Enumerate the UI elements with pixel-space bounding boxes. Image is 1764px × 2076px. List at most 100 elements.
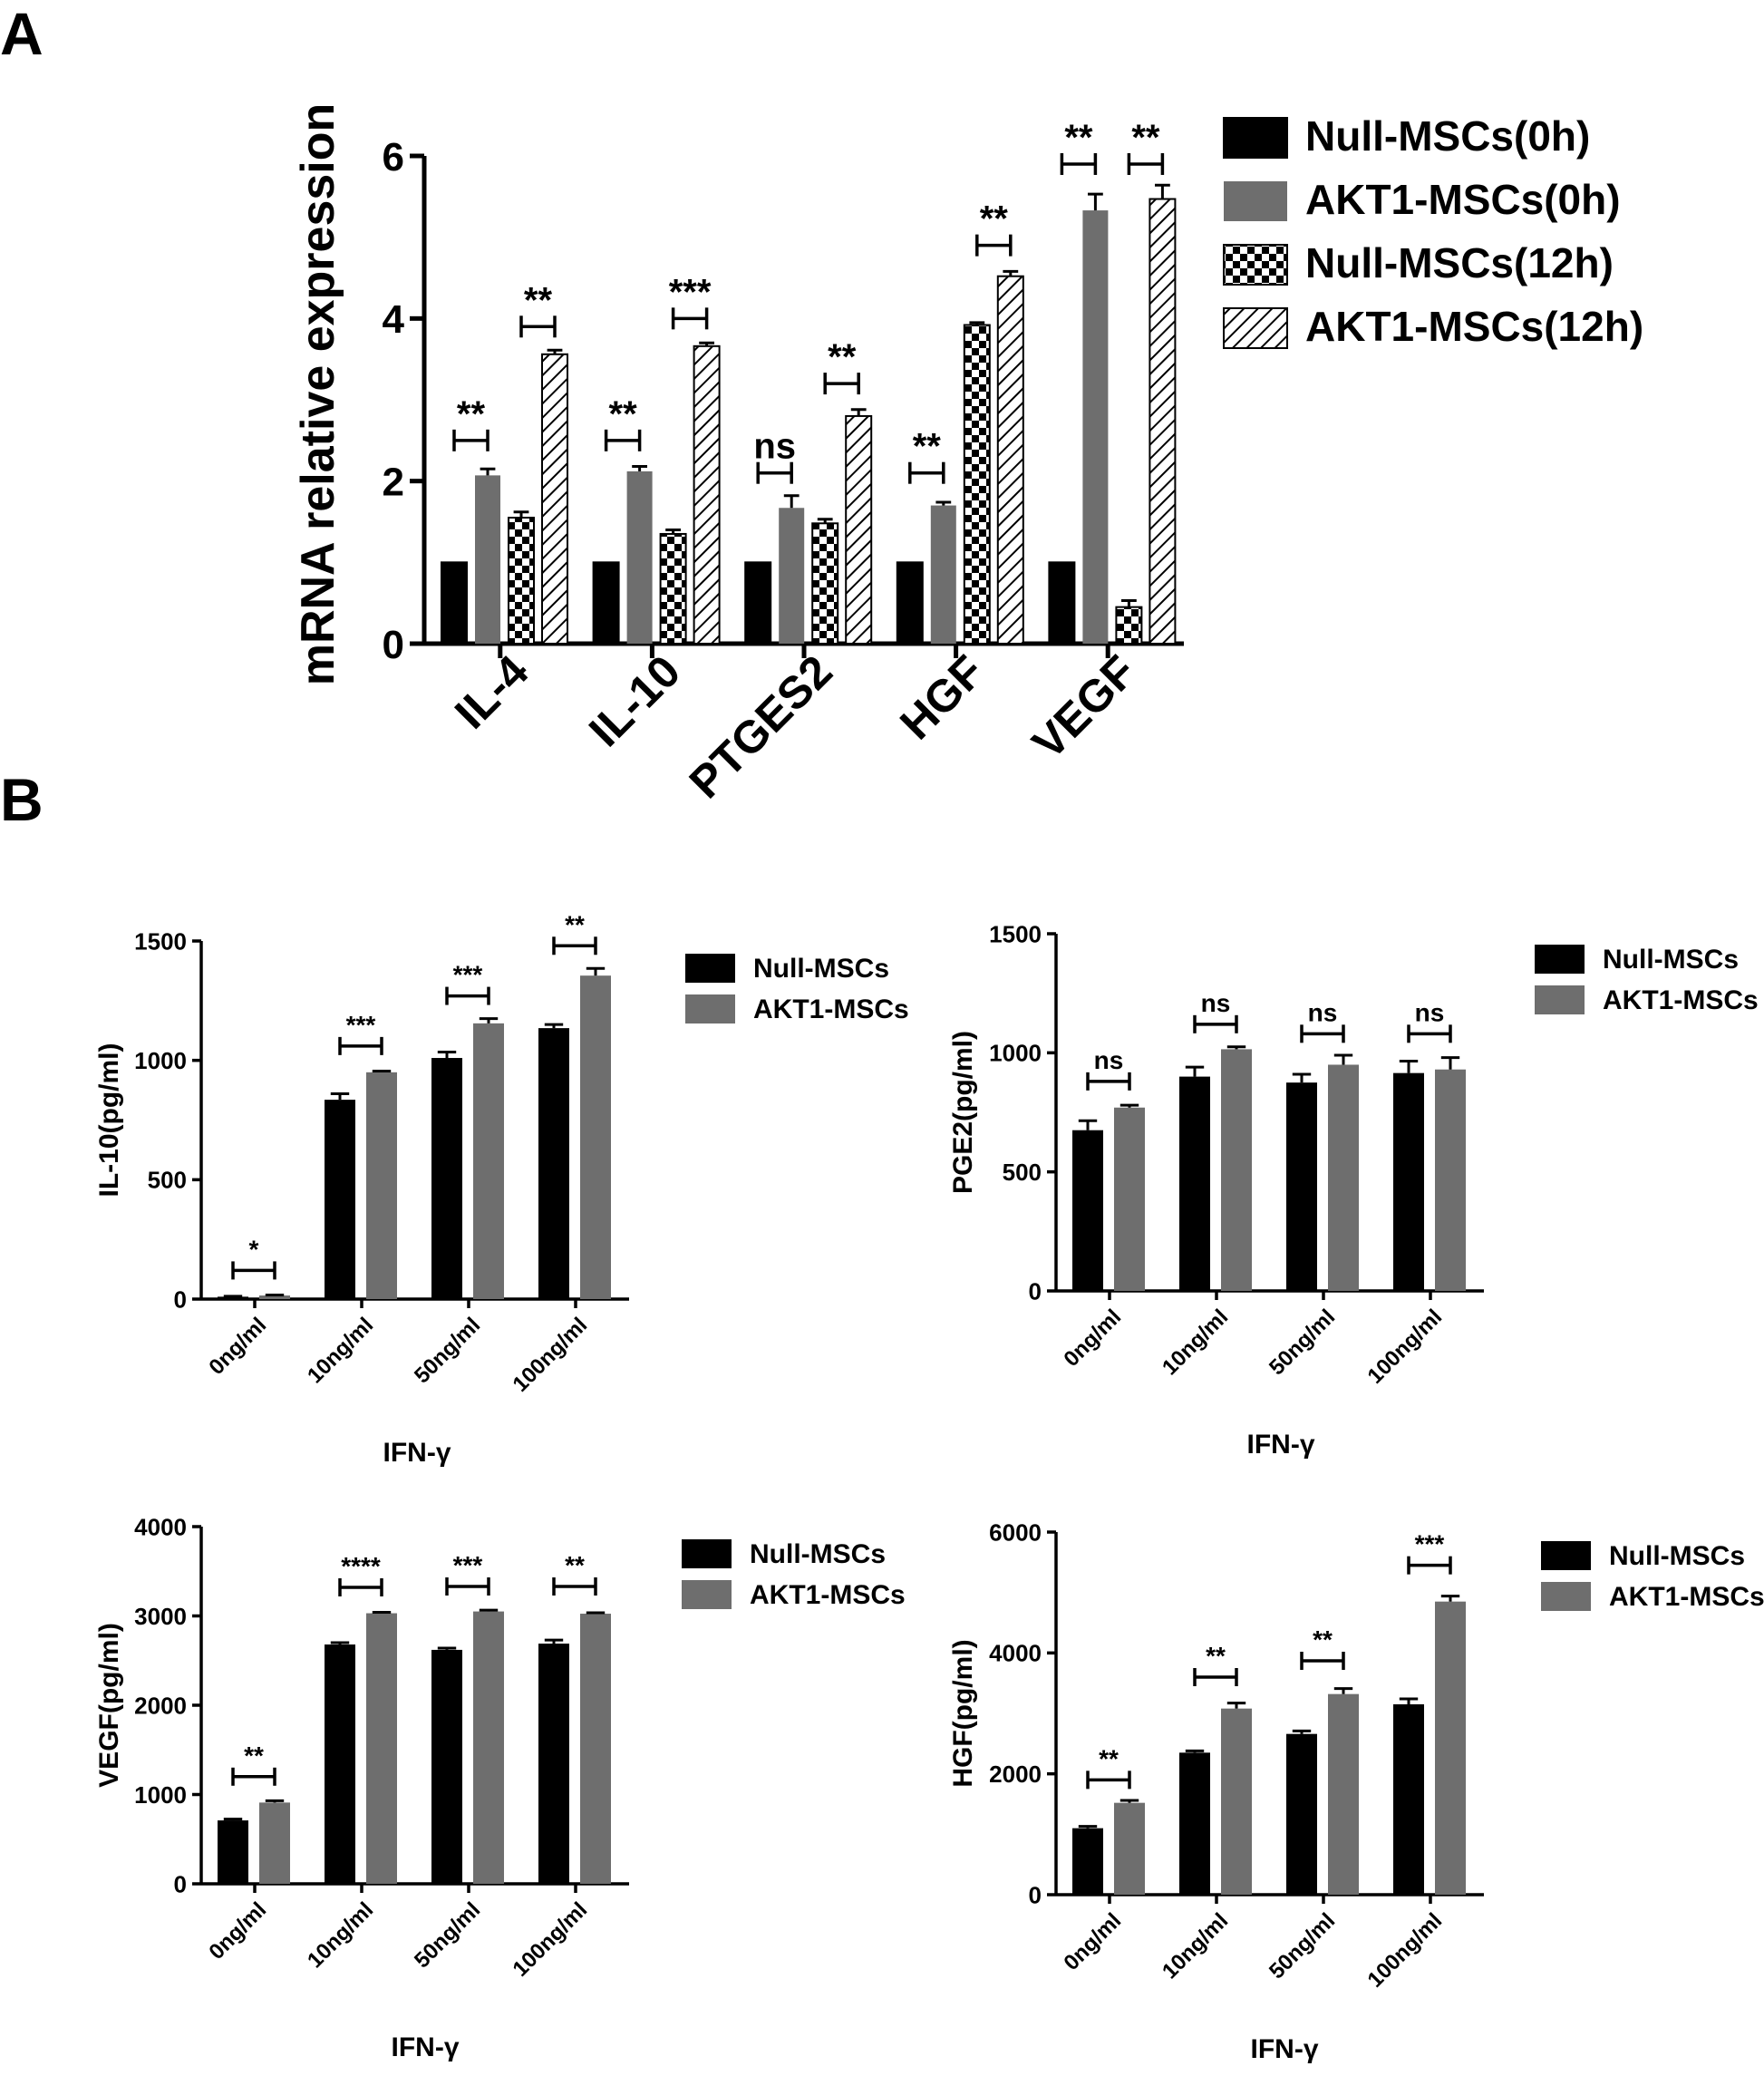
bar: [779, 508, 805, 644]
bar: [325, 1644, 355, 1884]
bar: [366, 1613, 397, 1884]
y-tick-label: 0: [174, 1870, 187, 1897]
significance-label: **: [457, 394, 486, 434]
significance-label: *: [249, 1235, 259, 1263]
bar: [538, 1028, 569, 1299]
y-axis-label: VEGF(pg/ml): [94, 1623, 124, 1788]
x-tick-label: 100ng/ml: [509, 1313, 593, 1397]
chart-b-il10: 0 500 1000 1500 0ng/ml 10ng/ml 50ng/ml 100ng/ml…: [94, 910, 909, 1468]
y-tick-label: 4000: [989, 1640, 1042, 1667]
significance-label: ns: [1308, 998, 1338, 1026]
legend-label: Null-MSCs: [750, 1539, 886, 1569]
significance-label: **: [609, 394, 638, 434]
bar: [218, 1296, 248, 1299]
bar: [1082, 210, 1109, 644]
legend-label: AKT1-MSCs(0h): [1305, 176, 1621, 223]
bar: [1393, 1704, 1424, 1895]
y-tick-label: 500: [148, 1167, 187, 1194]
legend-label: Null-MSCs: [753, 954, 889, 984]
legend-label: Null-MSCs(0h): [1305, 112, 1590, 160]
x-tick-label: 0ng/ml: [204, 1897, 271, 1964]
y-tick-label: 0: [174, 1285, 187, 1313]
panel-label-a: A: [0, 0, 44, 67]
bar: [218, 1820, 248, 1884]
x-tick-label: IL-4: [445, 645, 538, 739]
bar: [1393, 1072, 1424, 1291]
x-tick-label: 0ng/ml: [1059, 1305, 1126, 1372]
significance-label: **: [1313, 1625, 1333, 1654]
y-tick-label: 1000: [989, 1040, 1042, 1067]
y-tick-label: 2000: [134, 1692, 187, 1719]
bar: [1286, 1733, 1317, 1895]
legend-swatch: [1535, 985, 1585, 1014]
significance-label: **: [913, 427, 942, 467]
bar: [538, 1644, 569, 1884]
x-tick-label: 50ng/ml: [410, 1897, 485, 1973]
bar: [811, 522, 839, 645]
legend-swatch: [1223, 244, 1288, 286]
legend-label: AKT1-MSCs: [753, 994, 909, 1024]
significance-label: **: [828, 337, 857, 377]
x-axis-label: IFN-γ: [1251, 2034, 1319, 2064]
x-axis-label: IFN-γ: [1247, 1430, 1315, 1460]
significance-label: ****: [341, 1552, 381, 1580]
x-tick-label: 50ng/ml: [410, 1313, 485, 1388]
y-tick-label: 0: [1029, 1881, 1042, 1908]
bar: [1115, 606, 1143, 645]
y-tick-label: 1500: [989, 920, 1042, 947]
legend-label: AKT1-MSCs: [750, 1580, 906, 1610]
bar: [1221, 1049, 1252, 1291]
bar: [441, 561, 468, 645]
legend-label: Null-MSCs: [1603, 945, 1739, 975]
legend-label: AKT1-MSCs: [1603, 985, 1759, 1015]
bar: [996, 275, 1024, 645]
legend-label: Null-MSCs: [1609, 1541, 1745, 1571]
legend-label: AKT1-MSCs: [1609, 1582, 1764, 1612]
x-tick-label: PTGES2: [680, 645, 842, 808]
legend-label: AKT1-MSCs(12h): [1305, 303, 1643, 350]
significance-label: **: [1206, 1642, 1226, 1670]
significance-label: **: [980, 199, 1009, 239]
y-tick-label: 2000: [989, 1761, 1042, 1788]
legend-swatch: [682, 1539, 732, 1568]
bar: [431, 1058, 462, 1299]
bar: [1072, 1828, 1103, 1895]
significance-label: **: [524, 280, 553, 320]
x-axis-label: IFN-γ: [383, 1438, 451, 1468]
significance-label: ***: [453, 961, 483, 989]
y-tick-label: 1500: [134, 927, 187, 955]
legend-swatch: [1541, 1541, 1591, 1570]
bar: [580, 975, 611, 1299]
x-tick-label: HGF: [890, 645, 993, 749]
bar: [1221, 1708, 1252, 1895]
bar: [1048, 561, 1076, 645]
x-axis-label: IFN-γ: [392, 2032, 460, 2062]
x-tick-label: 50ng/ml: [1265, 1908, 1340, 1984]
chart-b-pge2: 0 500 1000 1500 0ng/ml 10ng/ml 50ng/ml 100ng/ml…: [948, 920, 1759, 1460]
y-tick-label: 2: [383, 461, 404, 505]
significance-label: ***: [346, 1011, 376, 1039]
bar: [592, 561, 620, 645]
bar: [473, 1611, 504, 1884]
y-tick-label: 1000: [134, 1781, 187, 1809]
legend-label: Null-MSCs(12h): [1305, 239, 1614, 286]
bar: [1072, 1130, 1103, 1291]
y-tick-label: 500: [1003, 1159, 1042, 1186]
legend-swatch: [1541, 1582, 1591, 1611]
significance-label: **: [1131, 118, 1160, 158]
bar: [475, 475, 500, 644]
y-tick-label: 3000: [134, 1603, 187, 1630]
bar: [1179, 1076, 1210, 1291]
bar: [541, 353, 568, 645]
y-tick-label: 6000: [989, 1518, 1042, 1546]
bar: [1286, 1082, 1317, 1291]
y-axis-label: IL-10(pg/ml): [94, 1043, 124, 1198]
x-tick-label: 0ng/ml: [204, 1313, 271, 1380]
significance-label: **: [244, 1741, 264, 1770]
y-tick-label: 6: [383, 135, 404, 179]
x-tick-label: 100ng/ml: [1363, 1908, 1448, 1993]
bar: [1328, 1693, 1359, 1895]
legend-swatch: [1224, 181, 1287, 221]
x-tick-label: 10ng/ml: [303, 1313, 378, 1388]
chart-b-hgf: 0 2000 4000 6000 0ng/ml 10ng/ml 50ng/ml 100ng/m…: [948, 1518, 1764, 2064]
